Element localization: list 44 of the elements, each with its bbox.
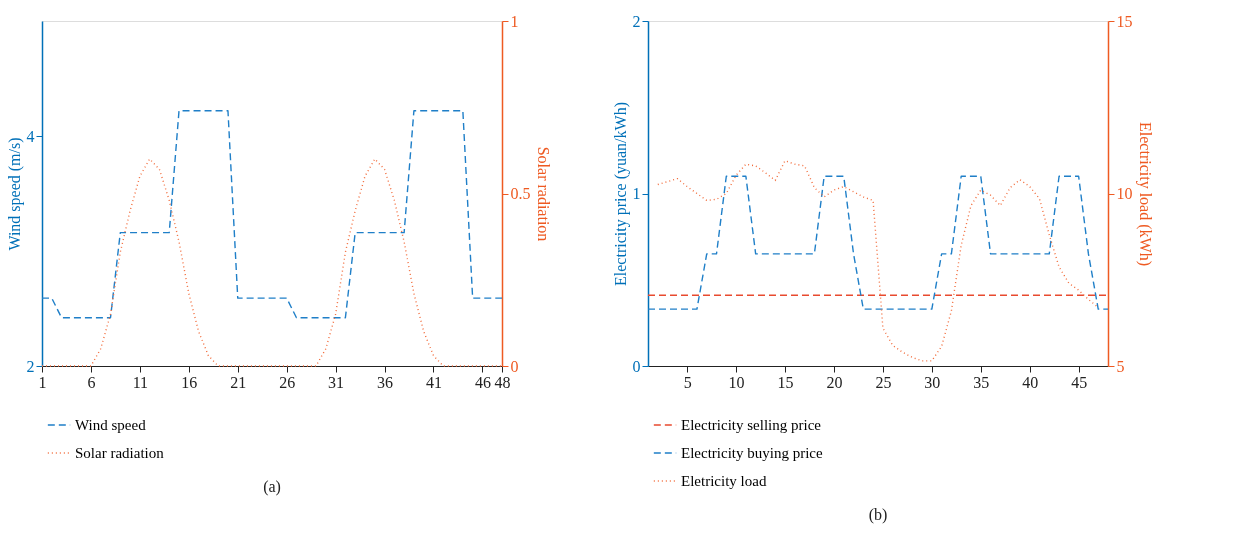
y-axis-title: Wind speed (m/s): [5, 137, 24, 251]
x-tick-label: 16: [181, 373, 198, 391]
x-tick-label: 30: [924, 373, 941, 391]
x-tick-label: 11: [132, 373, 149, 391]
x-tick-label: 45: [1071, 373, 1088, 391]
y2-tick-label: 0.5: [510, 185, 531, 202]
x-tick-label: 15: [777, 373, 794, 391]
y2-tick-label: 15: [1116, 12, 1133, 30]
legend-label: Eletricity load: [681, 473, 767, 489]
legend-label: Electricity buying price: [681, 445, 823, 461]
y-tick-label: 2: [26, 357, 35, 375]
x-tick-label: 48: [494, 373, 511, 391]
x-tick-label: 20: [826, 373, 843, 391]
legend-label: Wind speed: [75, 417, 147, 433]
x-tick-label: 26: [279, 373, 296, 391]
x-tick-label: 40: [1022, 373, 1039, 391]
text: (a): [263, 478, 281, 496]
y-tick-label: 4: [26, 127, 35, 145]
y2-tick-label: 10: [1116, 185, 1133, 202]
legend-label: Electricity selling price: [681, 417, 822, 433]
x-tick-label: 5: [683, 373, 692, 391]
x-tick-label: 36: [377, 373, 394, 391]
line-series: [657, 160, 1099, 362]
y2-tick-label: 1: [510, 12, 519, 30]
x-tick-label: 25: [875, 373, 892, 391]
legend-label: Solar radiation: [75, 445, 165, 461]
text: (b): [868, 506, 888, 524]
y-axis-title: Electricity price (yuan/kWh): [611, 102, 630, 286]
x-tick-label: 35: [973, 373, 990, 391]
x-tick-label: 41: [425, 373, 442, 391]
x-tick-label: 10: [728, 373, 745, 391]
y-tick-label: 1: [632, 185, 641, 202]
line-series: [41, 110, 503, 319]
y2-axis-title: Electricity load (kWh): [1135, 122, 1154, 266]
y-tick-label: 0: [632, 357, 641, 375]
x-tick-label: 1: [38, 373, 47, 391]
y2-tick-label: 5: [1116, 357, 1125, 375]
y2-axis-title: Solar radiation: [534, 146, 552, 242]
x-tick-label: 6: [87, 373, 96, 391]
x-tick-label: 31: [328, 373, 345, 391]
x-tick-label: 46: [474, 373, 491, 391]
y-tick-label: 2: [632, 12, 641, 30]
y2-tick-label: 0: [510, 357, 519, 375]
x-tick-label: 21: [230, 373, 247, 391]
